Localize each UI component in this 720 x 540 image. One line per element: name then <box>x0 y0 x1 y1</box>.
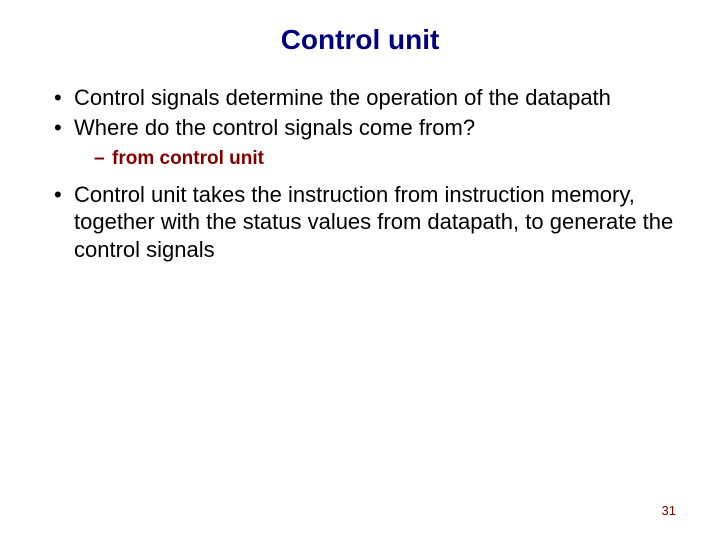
slide-title: Control unit <box>40 24 680 56</box>
bullet-text: Control unit takes the instruction from … <box>74 182 673 262</box>
slide: Control unit Control signals determine t… <box>0 0 720 540</box>
bullet-list: Control signals determine the operation … <box>40 84 680 263</box>
sub-bullet-text: from control unit <box>112 148 264 169</box>
sub-bullet-item: from control unit <box>92 147 680 171</box>
bullet-item: Control unit takes the instruction from … <box>50 181 680 264</box>
page-number: 31 <box>662 503 676 518</box>
bullet-text: Where do the control signals come from? <box>74 115 475 140</box>
bullet-item: Where do the control signals come from? … <box>50 114 680 171</box>
sub-bullet-list: from control unit <box>74 147 680 171</box>
bullet-item: Control signals determine the operation … <box>50 84 680 112</box>
bullet-text: Control signals determine the operation … <box>74 85 611 110</box>
